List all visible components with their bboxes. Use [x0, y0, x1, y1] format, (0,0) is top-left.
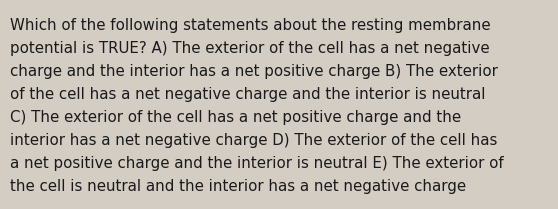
Text: of the cell has a net negative charge and the interior is neutral: of the cell has a net negative charge an…: [10, 87, 485, 102]
Text: the cell is neutral and the interior has a net negative charge: the cell is neutral and the interior has…: [10, 179, 466, 194]
Text: a net positive charge and the interior is neutral E) The exterior of: a net positive charge and the interior i…: [10, 156, 504, 171]
Text: C) The exterior of the cell has a net positive charge and the: C) The exterior of the cell has a net po…: [10, 110, 461, 125]
Text: Which of the following statements about the resting membrane: Which of the following statements about …: [10, 18, 490, 33]
Text: charge and the interior has a net positive charge B) The exterior: charge and the interior has a net positi…: [10, 64, 498, 79]
Text: interior has a net negative charge D) The exterior of the cell has: interior has a net negative charge D) Th…: [10, 133, 497, 148]
Text: potential is TRUE? A) The exterior of the cell has a net negative: potential is TRUE? A) The exterior of th…: [10, 41, 489, 56]
